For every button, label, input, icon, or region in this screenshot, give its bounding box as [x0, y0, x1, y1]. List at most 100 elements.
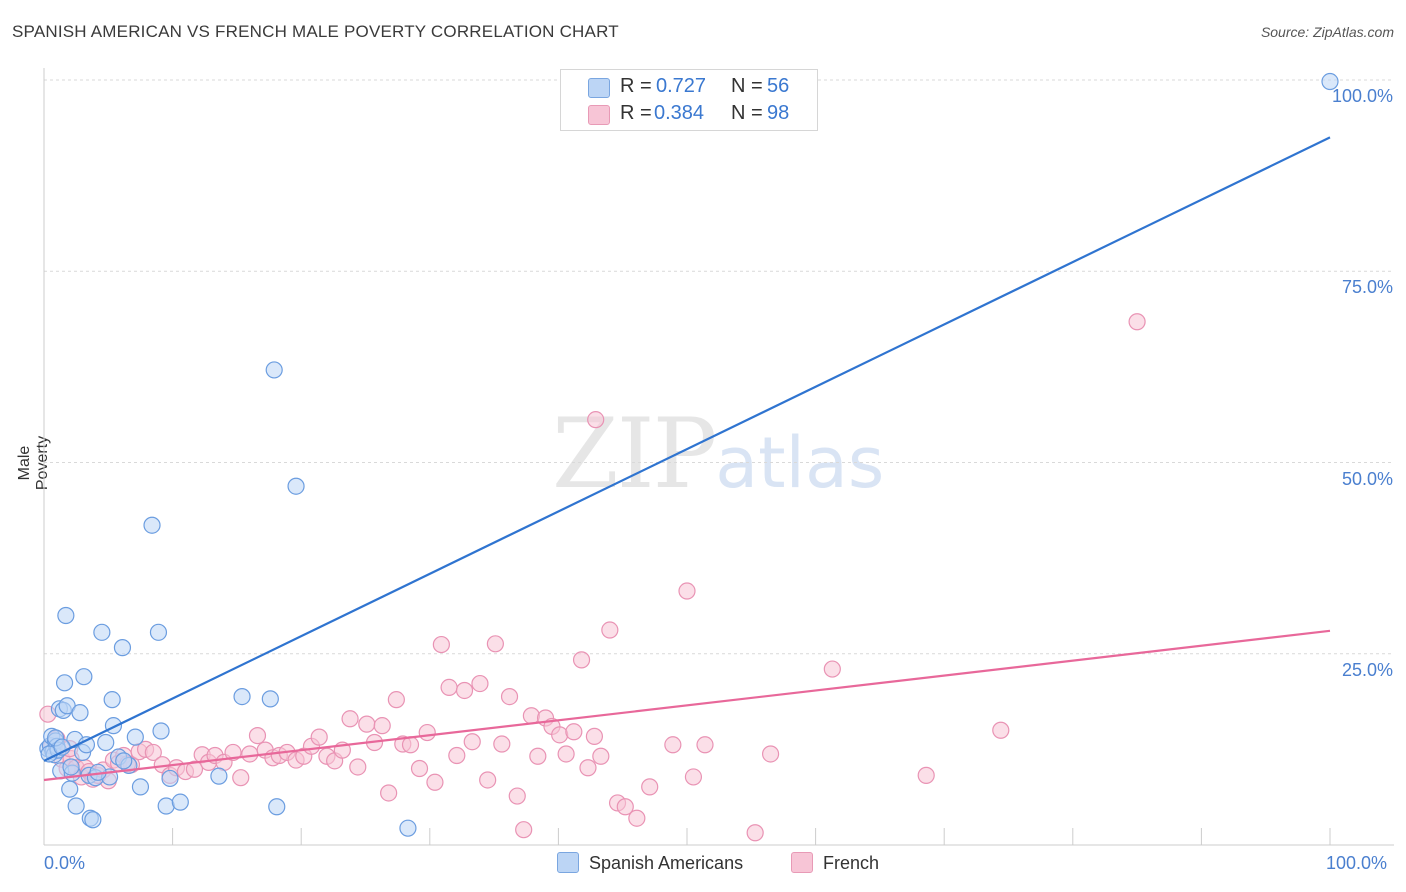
data-point [557, 745, 575, 763]
data-point [149, 623, 168, 641]
x-tick-label-min: 0.0% [44, 853, 86, 873]
x-tick-label-max: 100.0% [1326, 853, 1388, 873]
data-point [508, 787, 526, 805]
data-point [664, 736, 682, 754]
data-point [1128, 313, 1146, 331]
data-point [61, 780, 79, 798]
data-point [684, 768, 703, 786]
legend-item-spanish-americans[interactable]: Spanish Americans [557, 852, 743, 874]
data-point [565, 723, 583, 741]
data-point [678, 582, 696, 600]
data-point [71, 704, 89, 722]
data-point [268, 798, 286, 816]
data-point [493, 735, 511, 753]
r-label: R = [620, 102, 652, 124]
data-point [471, 674, 489, 693]
data-point [551, 726, 569, 744]
data-point [641, 778, 659, 796]
legend-item-french[interactable]: French [791, 852, 879, 874]
n-value: 56 [767, 75, 790, 97]
data-point [67, 797, 85, 815]
data-point [349, 758, 367, 776]
legend-label: French [823, 853, 880, 873]
data-point [1321, 72, 1339, 91]
data-point [992, 721, 1010, 739]
data-point [210, 767, 228, 785]
data-point [126, 728, 144, 746]
data-point [93, 623, 111, 641]
data-point [426, 773, 444, 791]
data-point [152, 722, 170, 740]
data-point [341, 710, 359, 728]
data-point [161, 769, 179, 788]
r-value: 0.727 [656, 75, 707, 97]
stats-row-spanish-americans: R = 0.727 N = 56 [561, 75, 817, 101]
data-point [241, 745, 259, 763]
data-point [579, 759, 597, 777]
data-point [432, 635, 450, 654]
axes [43, 68, 1394, 846]
spanish-americans-points [39, 72, 1339, 837]
data-point [248, 727, 267, 745]
y-tick-label-50: 50.0% [1341, 468, 1393, 489]
data-point [529, 747, 547, 765]
data-point [479, 771, 497, 789]
data-point [587, 411, 605, 429]
y-tick-label-100: 100.0% [1331, 86, 1393, 106]
data-point [696, 736, 714, 754]
grid-lines [44, 79, 1394, 655]
data-point [144, 743, 162, 762]
y-tick-label-25: 25.0% [1341, 659, 1393, 680]
data-point [265, 361, 283, 379]
data-point [387, 691, 405, 709]
data-point [171, 793, 189, 811]
data-point [287, 477, 305, 495]
data-point [522, 707, 540, 725]
watermark-zip: ZIP [552, 398, 717, 510]
data-point [455, 681, 474, 700]
data-point [232, 769, 250, 787]
data-point [572, 651, 591, 669]
data-point [500, 687, 519, 706]
data-point [746, 824, 764, 842]
stats-box: R = 0.727 N = 56 R = 0.384 N = 98 [560, 69, 818, 131]
data-point [628, 809, 646, 827]
data-point [463, 733, 481, 751]
data-point [115, 752, 133, 770]
data-point [143, 516, 161, 534]
n-value: 98 [767, 102, 790, 124]
data-point [84, 811, 102, 829]
data-point [261, 690, 279, 708]
data-point [157, 797, 175, 815]
trend-lines [43, 136, 1331, 782]
data-point [55, 674, 74, 692]
trend-line-pink [43, 629, 1331, 782]
data-point [592, 747, 610, 765]
data-point [62, 758, 80, 776]
data-point [57, 606, 75, 625]
chart-source: Source: ZipAtlas.com [1260, 24, 1394, 40]
r-value: 0.384 [654, 102, 705, 124]
data-point [823, 660, 841, 678]
data-point [185, 760, 204, 778]
data-point [418, 723, 436, 742]
data-point [440, 678, 458, 697]
data-point [233, 687, 251, 706]
data-point [358, 715, 376, 733]
data-point [410, 759, 429, 778]
data-point [601, 621, 619, 639]
data-point [131, 778, 150, 796]
legend: Spanish Americans French [0, 852, 1406, 878]
stats-swatch-blue [588, 78, 610, 98]
y-tick-label-75: 75.0% [1341, 277, 1393, 298]
data-point [616, 798, 634, 816]
chart-title: SPANISH AMERICAN VS FRENCH MALE POVERTY … [12, 22, 619, 41]
data-point [75, 668, 93, 686]
data-point [399, 819, 417, 837]
data-point [917, 766, 935, 784]
data-point [761, 745, 780, 763]
trend-line-blue [43, 136, 1331, 762]
data-point [515, 821, 533, 839]
legend-swatch-pink [791, 852, 813, 873]
